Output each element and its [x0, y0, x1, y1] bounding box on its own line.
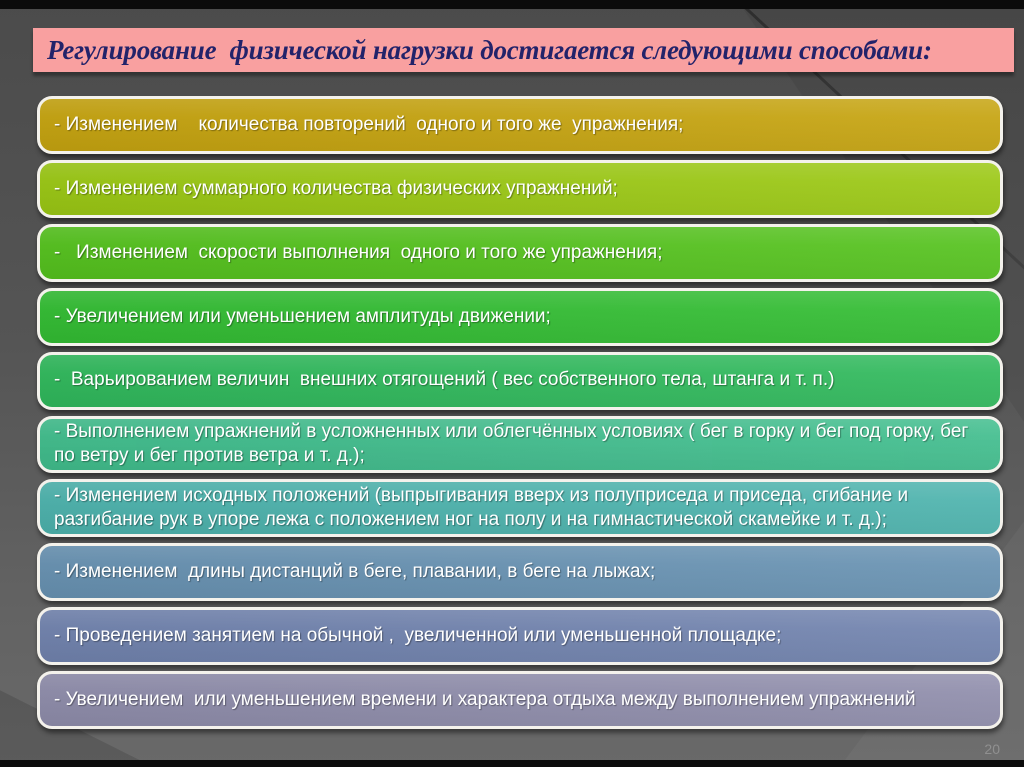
list-item: - Изменением исходных положений (выпрыги…: [37, 479, 1003, 538]
list-item-text: - Изменением длины дистанций в беге, пла…: [54, 561, 656, 583]
top-edge-bar: [0, 0, 1024, 9]
list-item: - Увеличением или уменьшением амплитуды …: [37, 287, 1003, 346]
list-item: - Изменением скорости выполнения одного …: [37, 223, 1003, 282]
list-item-text: - Изменением количества повторений одног…: [54, 113, 684, 135]
list-item-text: - Увеличением или уменьшением времени и …: [54, 688, 916, 710]
list-item-text: - Увеличением или уменьшением амплитуды …: [54, 305, 551, 327]
list-item-text: - Выполнением упражнений в усложненных и…: [54, 421, 974, 467]
page-number: 20: [984, 741, 1000, 757]
list-item-text: - Изменением суммарного количества физич…: [54, 177, 618, 199]
slide-title: Регулирование физической нагрузки достиг…: [47, 34, 932, 65]
list-item: - Изменением количества повторений одног…: [37, 96, 1003, 154]
bottom-edge-bar: [0, 760, 1024, 767]
list-item-text: - Варьированием величин внешних отягощен…: [54, 369, 835, 391]
list-item-text: - Изменением скорости выполнения одного …: [54, 241, 663, 263]
items-list: - Изменением количества повторений одног…: [37, 96, 1003, 730]
list-item: - Увеличением или уменьшением времени и …: [37, 671, 1003, 730]
slide-title-bar: Регулирование физической нагрузки достиг…: [33, 28, 1014, 72]
list-item-text: - Проведением занятием на обычной , увел…: [54, 625, 782, 647]
list-item: - Проведением занятием на обычной , увел…: [37, 607, 1003, 666]
list-item-text: - Изменением исходных положений (выпрыги…: [54, 485, 914, 531]
list-item: - Изменением длины дистанций в беге, пла…: [37, 543, 1003, 602]
list-item: - Варьированием величин внешних отягощен…: [37, 351, 1003, 410]
list-item: - Изменением суммарного количества физич…: [37, 159, 1003, 218]
list-item: - Выполнением упражнений в усложненных и…: [37, 415, 1003, 474]
